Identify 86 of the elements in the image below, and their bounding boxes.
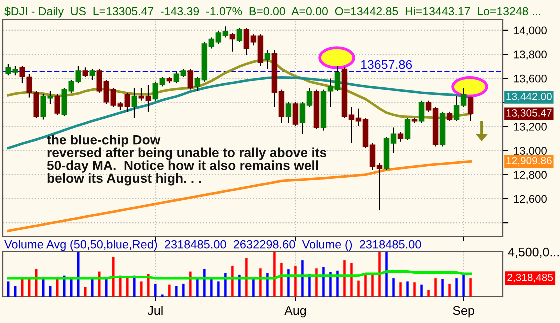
y-tick-label: 12,800 <box>514 171 547 180</box>
x-tick-label: Jul <box>148 306 163 316</box>
bar <box>168 284 171 297</box>
y-tick-label: 14,000 <box>514 26 547 36</box>
bar <box>448 284 451 297</box>
bar <box>140 282 143 297</box>
bar <box>386 252 388 297</box>
bar <box>78 252 80 297</box>
candlestick <box>468 96 474 122</box>
bar <box>154 284 157 297</box>
text: 12,909.86 <box>506 157 552 166</box>
y-tick-label: 13,600 <box>514 74 547 84</box>
y-tick-label: 13,200 <box>514 123 547 132</box>
bar <box>190 272 192 297</box>
bar <box>400 282 402 297</box>
bar <box>14 286 17 297</box>
bar <box>406 282 409 297</box>
bar <box>288 270 290 297</box>
bar <box>364 274 367 297</box>
bar <box>350 263 353 297</box>
x-tick-label: Sep <box>453 306 474 318</box>
text: 2,318,485 <box>508 274 554 283</box>
text: 13,442.00 <box>506 93 552 102</box>
bar <box>176 286 178 297</box>
y-tick-label: 13,800 <box>514 50 547 60</box>
line-series <box>7 160 472 232</box>
candlestick <box>188 68 194 90</box>
bar <box>196 279 199 297</box>
bar <box>392 278 395 297</box>
text: 13,305.47 <box>506 109 552 118</box>
candlestick <box>90 68 96 81</box>
bar <box>420 284 423 297</box>
bar <box>378 252 381 297</box>
bar <box>112 257 115 297</box>
ref-line-label: 13657.86 <box>361 60 412 70</box>
bar <box>302 260 304 297</box>
bar <box>246 258 248 297</box>
bar <box>238 274 241 297</box>
chart-title: Volume Avg (50,50,blue,Red) 2318485.00 2632298.60 Volume () 2318485.00 <box>4 240 422 252</box>
candlestick <box>418 100 425 124</box>
bar <box>7 282 10 297</box>
bar <box>470 278 472 297</box>
bar <box>274 252 276 297</box>
annotation: the blue-chip Dow reversed after being unable to rally above its 50-day MA. Notice how it also remains well below its August high. . . <box>47 135 327 186</box>
bar <box>434 278 437 297</box>
y-tick-label: 13,000 <box>514 147 547 156</box>
bar <box>294 266 297 297</box>
candlestick <box>54 94 60 116</box>
candlestick <box>404 118 411 142</box>
candlestick <box>230 32 236 53</box>
bar <box>372 273 374 297</box>
bar <box>92 278 94 297</box>
bar <box>266 273 269 297</box>
bar <box>280 263 283 297</box>
candlestick <box>132 88 138 119</box>
bar <box>344 260 346 297</box>
bar <box>428 290 430 297</box>
y-tick-label: 12,600 <box>514 195 547 204</box>
candlestick <box>264 50 271 70</box>
bar <box>322 267 325 297</box>
bar <box>336 270 339 297</box>
bar <box>442 279 444 297</box>
bar <box>414 282 416 297</box>
candlestick <box>398 132 404 143</box>
candlestick <box>236 27 243 44</box>
bar <box>462 274 465 297</box>
candlestick <box>286 102 292 124</box>
bar <box>456 278 458 297</box>
bar <box>358 280 360 297</box>
bar <box>98 272 101 297</box>
bar <box>84 287 87 297</box>
bar <box>204 269 206 297</box>
bar <box>50 286 52 297</box>
bar <box>308 274 311 297</box>
candlestick <box>82 66 89 78</box>
bar <box>126 277 129 297</box>
bar <box>210 279 213 297</box>
candlestick <box>292 102 299 127</box>
bar <box>232 266 234 297</box>
text: 4,500,0... <box>508 248 559 258</box>
candlestick <box>446 111 453 122</box>
bar <box>218 282 220 297</box>
bar <box>182 284 185 297</box>
bar <box>224 273 227 297</box>
chart-title: $DJI - Daily US L=13305.47 -143.39 -1.07% B=0.00 A=0.00 O=13442.85 Hi=13443.17 Lo=13248 ... <box>4 6 541 18</box>
x-tick-label: Aug <box>284 306 306 318</box>
